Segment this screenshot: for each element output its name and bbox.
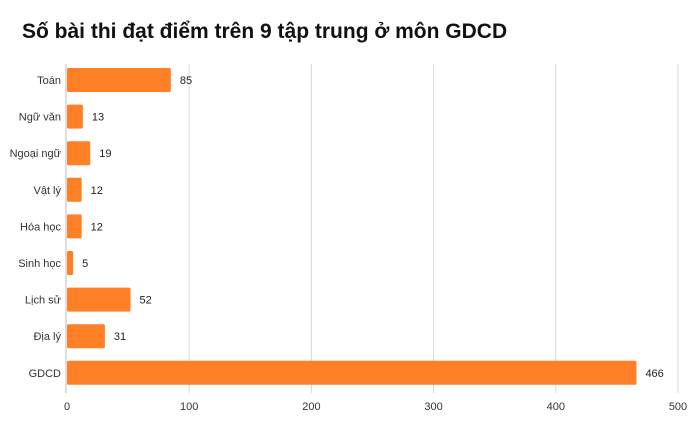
- x-tick-label: 500: [669, 401, 687, 413]
- chart-title: Số bài thi đạt điểm trên 9 tập trung ở m…: [22, 20, 508, 43]
- category-label: GDCD: [29, 368, 61, 380]
- x-tick-label: 100: [180, 401, 198, 413]
- data-label: 31: [114, 331, 126, 343]
- x-tick-label: 300: [424, 401, 442, 413]
- x-tick-label: 0: [64, 401, 70, 413]
- data-label: 466: [645, 368, 663, 380]
- labels: 0 100 200 300 400 500 Toán 85 Ngữ văn 13 Ngoại ngữ…: [10, 75, 688, 413]
- data-label: 12: [91, 185, 103, 197]
- data-label: 13: [92, 112, 104, 124]
- bar: [67, 214, 82, 239]
- bar: [67, 141, 91, 166]
- data-label: 5: [82, 258, 88, 270]
- bar: [67, 360, 637, 385]
- bar: [67, 324, 105, 349]
- category-label: Vật lý: [33, 185, 61, 197]
- bar: [67, 104, 83, 129]
- data-label: 85: [180, 75, 192, 87]
- bar: [67, 68, 171, 92]
- category-label: Địa lý: [33, 331, 61, 343]
- data-label: 12: [91, 221, 103, 233]
- bar: [67, 287, 131, 312]
- x-tick-label: 200: [302, 401, 320, 413]
- bars: [67, 68, 637, 385]
- bar: [67, 177, 82, 202]
- grid-lines: [65, 64, 679, 393]
- category-label: Ngoại ngữ: [10, 148, 62, 160]
- category-label: Hóa học: [20, 221, 61, 233]
- bar: [67, 251, 74, 275]
- x-tick-label: 400: [547, 401, 565, 413]
- category-label: Sinh học: [18, 258, 61, 270]
- category-label: Toán: [37, 75, 61, 87]
- category-label: Ngữ văn: [19, 112, 61, 124]
- data-label: 19: [99, 148, 111, 160]
- data-label: 52: [140, 295, 152, 307]
- category-label: Lịch sử: [25, 295, 62, 307]
